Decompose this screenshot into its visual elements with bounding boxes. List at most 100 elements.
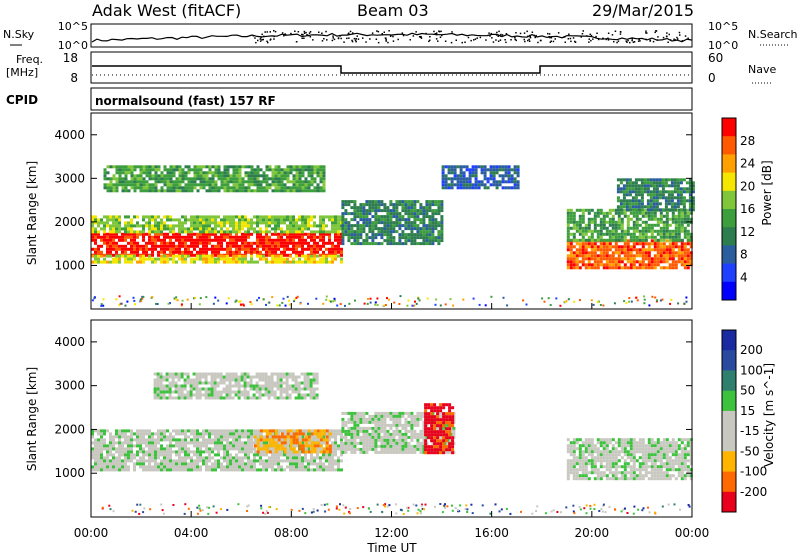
power-cell bbox=[629, 232, 633, 236]
velocity-cell bbox=[196, 429, 199, 433]
power-cell bbox=[677, 257, 681, 261]
power-cell bbox=[181, 227, 184, 231]
power-cell bbox=[265, 174, 269, 178]
velocity-cell bbox=[334, 432, 337, 436]
power-cell bbox=[656, 223, 660, 227]
velocity-cell bbox=[196, 465, 199, 469]
power-cell bbox=[685, 199, 689, 203]
power-cell bbox=[688, 181, 692, 185]
nsearch-point bbox=[323, 38, 325, 40]
power-cell bbox=[124, 250, 127, 254]
velocity-cell bbox=[226, 465, 229, 469]
power-cell bbox=[362, 224, 366, 228]
power-cell bbox=[368, 212, 372, 216]
power-cell bbox=[136, 224, 139, 228]
power-cell bbox=[658, 181, 662, 185]
power-cell bbox=[581, 220, 585, 224]
velocity-cell bbox=[186, 381, 190, 385]
power-cell bbox=[602, 257, 606, 261]
power-cell bbox=[334, 218, 337, 222]
power-cell bbox=[136, 165, 140, 169]
velocity-cell bbox=[181, 450, 184, 454]
power-cell bbox=[569, 238, 573, 242]
velocity-cell bbox=[153, 396, 157, 400]
power-cell bbox=[380, 203, 384, 207]
power-cell bbox=[667, 178, 671, 182]
velocity-cell bbox=[190, 432, 193, 436]
power-cell bbox=[371, 233, 375, 237]
nsearch-point bbox=[385, 40, 387, 42]
power-cell bbox=[447, 177, 451, 181]
velocity-cell bbox=[231, 384, 235, 388]
power-scatter-point bbox=[225, 302, 228, 305]
velocity-cell bbox=[177, 396, 181, 400]
power-cell bbox=[344, 224, 348, 228]
velocity-cell bbox=[130, 438, 133, 442]
power-cell bbox=[644, 248, 648, 252]
power-cell bbox=[217, 247, 220, 251]
velocity-cell bbox=[136, 450, 139, 454]
velocity-cell bbox=[157, 453, 160, 457]
power-cell bbox=[142, 260, 145, 264]
nsearch-point bbox=[674, 39, 677, 41]
power-cell bbox=[298, 177, 302, 181]
power-cell bbox=[166, 186, 170, 190]
power-scatter-point bbox=[281, 301, 284, 304]
power-cell bbox=[319, 180, 323, 184]
power-cell bbox=[280, 230, 283, 234]
power-cell bbox=[434, 203, 438, 207]
power-cell bbox=[389, 233, 393, 237]
power-cell bbox=[450, 177, 454, 181]
power-cell bbox=[166, 177, 170, 181]
power-cell bbox=[136, 174, 140, 178]
power-cell bbox=[428, 230, 432, 234]
power-cell bbox=[316, 183, 320, 187]
power-cell bbox=[268, 241, 271, 245]
power-cell bbox=[440, 203, 444, 207]
velocity-cell bbox=[205, 432, 208, 436]
power-cell bbox=[413, 218, 417, 222]
power-cell bbox=[465, 168, 469, 172]
power-cell bbox=[356, 227, 360, 231]
velocity-cell bbox=[220, 462, 223, 466]
velocity-cell bbox=[205, 456, 208, 460]
power-cell bbox=[359, 215, 363, 219]
power-cell bbox=[662, 238, 666, 242]
power-cell bbox=[274, 183, 278, 187]
power-cell bbox=[569, 214, 573, 218]
power-cell bbox=[608, 223, 612, 227]
power-cell bbox=[671, 232, 675, 236]
power-cell bbox=[362, 206, 366, 210]
power-cell bbox=[383, 230, 387, 234]
power-scatter-point bbox=[293, 300, 296, 303]
power-cell bbox=[259, 189, 263, 193]
power-cell bbox=[632, 263, 636, 267]
power-cell bbox=[109, 186, 113, 190]
velocity-cell bbox=[208, 468, 211, 472]
power-cell bbox=[647, 242, 651, 246]
power-cell bbox=[298, 250, 301, 254]
nsky-trace bbox=[91, 32, 693, 43]
velocity-cell bbox=[238, 447, 241, 451]
power-cell bbox=[223, 183, 227, 187]
velocity-cell bbox=[163, 438, 166, 442]
power-cell bbox=[172, 235, 175, 239]
power-cell bbox=[347, 212, 351, 216]
power-cell bbox=[389, 242, 393, 246]
velocity-cell bbox=[148, 438, 151, 442]
power-scatter-point bbox=[376, 304, 379, 307]
power-scatter-point bbox=[169, 302, 171, 305]
nsearch-point bbox=[301, 37, 303, 39]
velocity-cell bbox=[190, 468, 193, 472]
power-cell bbox=[208, 260, 211, 264]
power-cell bbox=[425, 230, 429, 234]
power-cell bbox=[319, 218, 322, 222]
nsearch-point bbox=[613, 40, 615, 43]
velocity-cell bbox=[247, 453, 250, 457]
power-cell bbox=[211, 165, 215, 169]
power-scatter-point bbox=[367, 298, 369, 300]
power-cell bbox=[664, 208, 668, 212]
power-cell bbox=[676, 178, 680, 182]
power-cell bbox=[602, 220, 606, 224]
power-cell bbox=[265, 215, 268, 219]
